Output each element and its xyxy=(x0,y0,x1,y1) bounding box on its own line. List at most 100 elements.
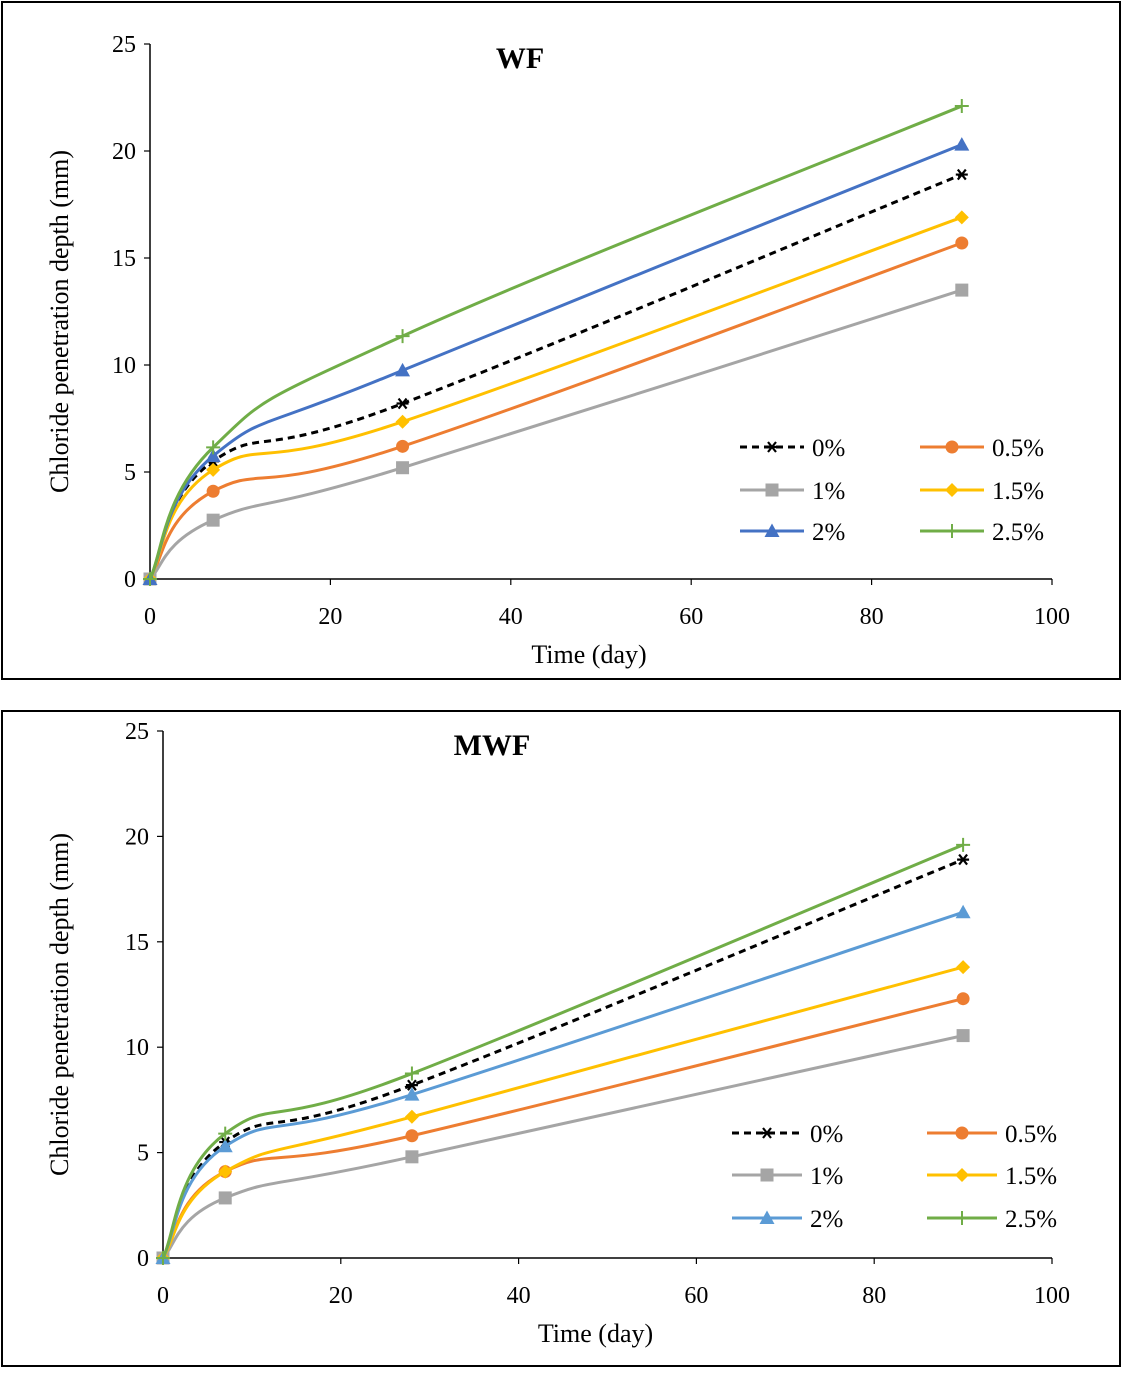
data-point xyxy=(217,1138,233,1153)
data-point xyxy=(218,1191,232,1205)
series-1% xyxy=(143,283,969,586)
legend-marker xyxy=(955,1126,969,1140)
data-point xyxy=(395,329,410,344)
series-line xyxy=(161,843,964,1259)
legend-label: 2.5% xyxy=(992,519,1044,546)
x-tick-label: 0 xyxy=(157,1283,169,1309)
data-point xyxy=(206,462,221,477)
data-point xyxy=(405,1079,418,1091)
data-point xyxy=(143,572,157,586)
x-axis-label: Time (day) xyxy=(538,1319,653,1348)
series-line xyxy=(148,215,963,580)
data-point xyxy=(206,484,220,498)
x-tick-label: 60 xyxy=(684,1283,708,1309)
data-point xyxy=(396,439,410,453)
legend-item: 2.5% xyxy=(927,1206,1057,1233)
data-point xyxy=(405,1129,419,1143)
chart-title: WF xyxy=(496,42,544,75)
y-axis-label: Chloride penetration depth (mm) xyxy=(45,833,74,1176)
legend-item: 2% xyxy=(732,1206,843,1233)
y-tick-label: 15 xyxy=(125,930,149,956)
series-2.5% xyxy=(143,99,969,586)
data-point xyxy=(156,1251,170,1265)
legend-label: 1% xyxy=(812,478,845,505)
chart-wf: 0 5 10 15 20 25 0 20 40 60 80 100 Time (day) Chloride… xyxy=(45,32,1070,669)
legend-marker xyxy=(764,523,780,537)
x-axis-label: Time (day) xyxy=(531,640,646,669)
data-point xyxy=(218,1126,233,1141)
legend-item: 1.5% xyxy=(927,1163,1057,1190)
legend-item: 0% xyxy=(732,1121,843,1148)
data-point xyxy=(404,1087,420,1101)
chart-title: MWF xyxy=(454,729,531,762)
x-tick-label: 40 xyxy=(499,604,523,630)
legend-item: 0% xyxy=(740,435,845,462)
data-point xyxy=(956,1029,970,1043)
series-line xyxy=(148,104,963,580)
data-point xyxy=(955,283,969,297)
x-tick-label: 80 xyxy=(860,604,884,630)
legend-item: 0.5% xyxy=(927,1121,1057,1148)
y-tick-label: 5 xyxy=(137,1141,149,1167)
legend-label: 1.5% xyxy=(992,478,1044,505)
data-point xyxy=(957,853,970,866)
data-point xyxy=(206,440,221,455)
legend-label: 0% xyxy=(810,1121,843,1148)
y-tick-label: 20 xyxy=(112,139,136,165)
y-tick-label: 15 xyxy=(112,246,136,272)
series-2% xyxy=(155,904,971,1264)
y-tick-label: 0 xyxy=(124,567,136,593)
x-tick-label: 80 xyxy=(862,1283,886,1309)
legend: 0% 0.5% 1% 1.5% 2% 2.5% xyxy=(740,435,1044,546)
legend-marker xyxy=(955,1211,969,1225)
data-point xyxy=(954,99,969,114)
series-1.5% xyxy=(143,210,969,586)
legend-item: 1% xyxy=(740,478,845,505)
y-tick-label: 5 xyxy=(124,460,136,486)
data-point xyxy=(396,397,409,410)
data-point xyxy=(955,236,969,250)
legend-label: 2% xyxy=(812,519,845,546)
legend-marker xyxy=(761,1127,773,1139)
data-point xyxy=(404,1109,419,1124)
data-point xyxy=(205,448,221,462)
data-point xyxy=(405,1150,419,1164)
legend-marker xyxy=(945,440,959,454)
legend-marker xyxy=(760,1168,774,1182)
data-point xyxy=(954,137,970,151)
legend-label: 0.5% xyxy=(1005,1121,1057,1148)
data-point xyxy=(218,1164,233,1179)
x-tick-label: 20 xyxy=(318,604,342,630)
data-point xyxy=(396,461,410,475)
data-point xyxy=(404,1066,419,1081)
data-point xyxy=(955,904,971,919)
legend-label: 2.5% xyxy=(1005,1206,1057,1233)
legend-item: 2.5% xyxy=(920,519,1044,546)
y-tick-label: 0 xyxy=(137,1246,149,1272)
data-point xyxy=(395,414,410,429)
chart-mwf: 0 5 10 15 20 25 0 20 40 60 80 100 Time (day) Chloride… xyxy=(45,719,1070,1348)
y-axis-label: Chloride penetration depth (mm) xyxy=(45,150,74,493)
legend-item: 1.5% xyxy=(920,478,1044,505)
legend-marker xyxy=(945,524,959,538)
x-tick-label: 100 xyxy=(1034,604,1070,630)
legend-marker xyxy=(955,1168,969,1182)
series-line xyxy=(148,241,963,580)
data-point xyxy=(954,210,969,225)
x-tick-label: 40 xyxy=(507,1283,531,1309)
y-tick-label: 25 xyxy=(125,719,149,745)
y-tick-label: 25 xyxy=(112,32,136,58)
x-tick-label: 0 xyxy=(144,604,156,630)
x-tick-label: 60 xyxy=(679,604,703,630)
data-point xyxy=(955,168,968,181)
legend-marker xyxy=(766,441,778,453)
series-line xyxy=(161,910,964,1259)
series-line xyxy=(161,1034,964,1260)
data-point xyxy=(206,513,220,527)
legend-marker xyxy=(759,1210,775,1224)
legend-item: 1% xyxy=(732,1163,843,1190)
legend-label: 2% xyxy=(810,1206,843,1233)
y-tick-label: 10 xyxy=(125,1035,149,1061)
x-tick-label: 20 xyxy=(329,1283,353,1309)
